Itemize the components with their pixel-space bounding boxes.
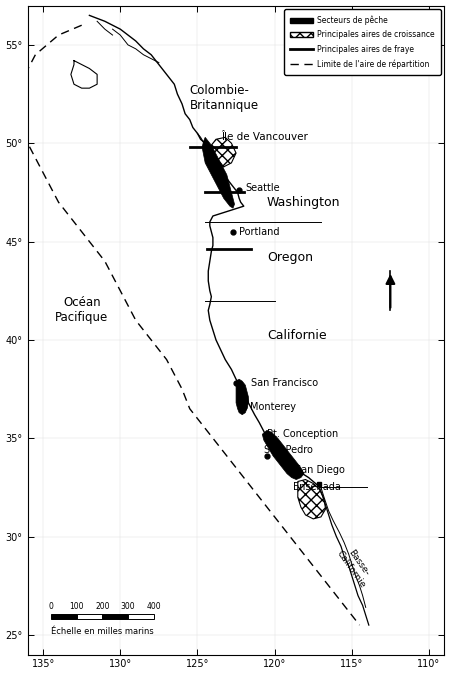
Text: San Francisco: San Francisco bbox=[252, 378, 319, 388]
Text: Échelle en milles marins: Échelle en milles marins bbox=[51, 627, 154, 636]
Text: Portland: Portland bbox=[239, 227, 279, 237]
Text: Monterey: Monterey bbox=[250, 402, 296, 412]
Text: Oregon: Oregon bbox=[267, 251, 313, 264]
Text: San Pedro: San Pedro bbox=[264, 445, 313, 455]
Text: Océan
Pacifique: Océan Pacifique bbox=[55, 296, 108, 325]
Text: Basse-
Californie: Basse- Californie bbox=[334, 543, 375, 589]
Text: Ensenada: Ensenada bbox=[293, 483, 341, 492]
Bar bbox=[103, 614, 128, 619]
Polygon shape bbox=[262, 431, 304, 479]
Polygon shape bbox=[236, 379, 248, 414]
Bar bbox=[51, 614, 76, 619]
Text: San Diego: San Diego bbox=[295, 464, 345, 475]
Text: 100: 100 bbox=[69, 602, 84, 612]
Bar bbox=[76, 614, 103, 619]
Text: 400: 400 bbox=[147, 602, 161, 612]
Text: Californie: Californie bbox=[267, 329, 327, 342]
Polygon shape bbox=[210, 137, 236, 167]
Text: 0: 0 bbox=[49, 602, 53, 612]
Text: 300: 300 bbox=[121, 602, 135, 612]
Polygon shape bbox=[298, 479, 326, 519]
Text: Washington: Washington bbox=[267, 196, 341, 209]
Polygon shape bbox=[202, 137, 234, 208]
Text: Colombie-
Britannique: Colombie- Britannique bbox=[190, 84, 259, 112]
Text: 200: 200 bbox=[95, 602, 110, 612]
Text: Seattle: Seattle bbox=[245, 184, 280, 194]
Text: Pt. Conception: Pt. Conception bbox=[267, 429, 338, 439]
Text: Île de Vancouver: Île de Vancouver bbox=[220, 132, 307, 142]
Legend: Secteurs de pêche, Principales aires de croissance, Principales aires de fraye, : Secteurs de pêche, Principales aires de … bbox=[284, 9, 441, 75]
Bar bbox=[128, 614, 154, 619]
